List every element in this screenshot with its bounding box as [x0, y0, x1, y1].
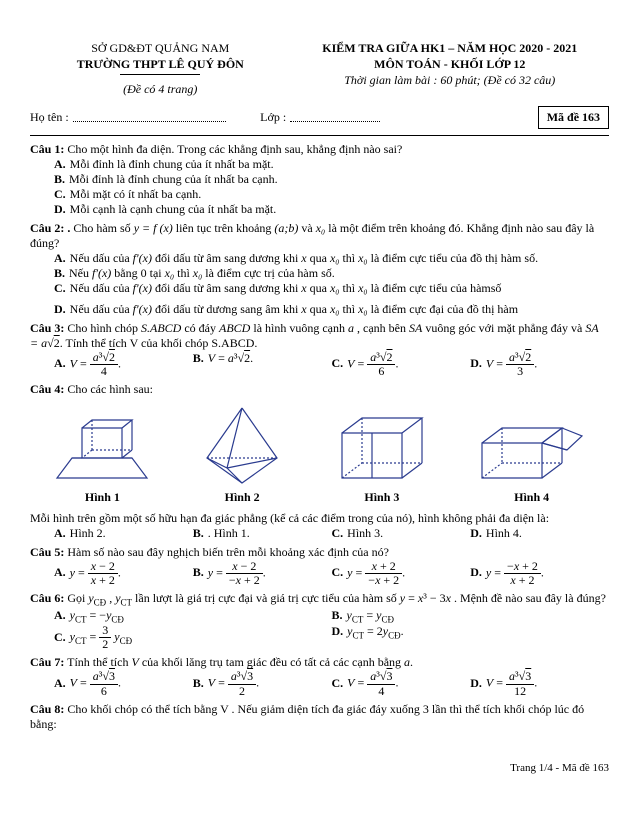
- q2-label: Câu 2: .: [30, 221, 70, 235]
- q1-label: Câu 1:: [30, 142, 64, 156]
- q7-b: B.V = a³√32.: [193, 670, 332, 697]
- q6-text: Gọi yCĐ , yCT lần lượt là giá trị cực đạ…: [67, 591, 606, 605]
- doc-header: SỞ GD&ĐT QUẢNG NAM TRƯỜNG THPT LÊ QUÝ ĐÔ…: [30, 40, 609, 98]
- q5-opts: A.y = x − 2x + 2. B.y = x − 2−x + 2. C.y…: [54, 560, 609, 587]
- q3-label: Câu 3:: [30, 321, 64, 335]
- q7-opts: A.V = a³√36. B.V = a³√32. C.V = a³√34. D…: [54, 670, 609, 697]
- q6-a: A.yCT = −yCĐ: [54, 608, 332, 624]
- fig1: Hình 1: [47, 408, 157, 505]
- q4: Câu 4: Cho các hình sau: Hình 1: [30, 382, 609, 541]
- q3-text1: Cho hình chóp S.ABCD có đáy ABCD là hình…: [30, 321, 598, 350]
- fig4: Hình 4: [472, 408, 592, 505]
- q1-b: Mỗi đỉnh là đỉnh chung của ít nhất ba cạ…: [69, 172, 278, 186]
- q3-a: A.V = a³√24.: [54, 351, 193, 378]
- name-row: Họ tên : Lớp : Mã đề 163: [30, 106, 609, 129]
- q1-text: Cho một hình đa diện. Trong các khẳng đị…: [67, 142, 402, 156]
- q4-d: D.Hình 4.: [470, 526, 609, 541]
- q5-c: C.y = x + 2−x + 2.: [332, 560, 471, 587]
- q5-b: B.y = x − 2−x + 2.: [193, 560, 332, 587]
- q1-c: Mỗi mặt có ít nhất ba cạnh.: [70, 187, 202, 201]
- q5-text: Hàm số nào sau đây nghịch biến trên mỗi …: [67, 545, 389, 559]
- time-line: Thời gian làm bài : 60 phút; (Đề có 32 c…: [291, 72, 609, 88]
- q1-opts: A.Mỗi đỉnh là đỉnh chung của ít nhất ba …: [54, 157, 609, 217]
- q5: Câu 5: Hàm số nào sau đây nghịch biến tr…: [30, 545, 609, 587]
- q2-b: Nếu f′(x) bằng 0 tại x₀ thì x₀ là điểm c…: [69, 266, 335, 280]
- fig1-cap: Hình 1: [47, 490, 157, 505]
- q7-label: Câu 7:: [30, 655, 64, 669]
- q3-b: B.V = a³√2.: [193, 351, 332, 378]
- q6-c: C.yCT = 32 yCĐ: [54, 624, 332, 651]
- class-dots: [290, 112, 380, 122]
- q4-opts: A.Hình 2. B.. Hình 1. C.Hình 3. D.Hình 4…: [54, 526, 609, 541]
- q6: Câu 6: Gọi yCĐ , yCT lần lượt là giá trị…: [30, 591, 609, 651]
- separator: [30, 135, 609, 136]
- q6-b: B.yCT = yCĐ: [332, 608, 610, 624]
- title-line2: MÔN TOÁN - KHỐI LỚP 12: [291, 56, 609, 72]
- q4-figs: Hình 1 Hình 2 Hình 3: [30, 403, 609, 505]
- q4-c: C.Hình 3.: [332, 526, 471, 541]
- q4-label: Câu 4:: [30, 382, 64, 396]
- q4-text: Cho các hình sau:: [67, 382, 153, 396]
- q4-b: B.. Hình 1.: [193, 526, 332, 541]
- q5-d: D.y = −x + 2x + 2.: [470, 560, 609, 587]
- q3: Câu 3: Cho hình chóp S.ABCD có đáy ABCD …: [30, 321, 609, 378]
- q2: Câu 2: . Cho hàm số y = f (x) liên tục t…: [30, 221, 609, 317]
- q7-a: A.V = a³√36.: [54, 670, 193, 697]
- q7-c: C.V = a³√34.: [332, 670, 471, 697]
- exam-code: Mã đề 163: [538, 106, 609, 129]
- q3-c: C.V = a³√26.: [332, 351, 471, 378]
- q7-text: Tính thể tích V của khối lăng trụ tam gi…: [67, 655, 413, 669]
- fig1-svg: [47, 408, 157, 488]
- q1: Câu 1: Cho một hình đa diện. Trong các k…: [30, 142, 609, 217]
- fig3: Hình 3: [327, 408, 437, 505]
- class-label: Lớp :: [260, 110, 286, 125]
- org-line1: SỞ GD&ĐT QUẢNG NAM: [30, 40, 291, 56]
- q2-opts: A.Nếu dấu của f′(x) đổi dấu từ âm sang d…: [54, 251, 609, 296]
- name-label: Họ tên :: [30, 110, 69, 125]
- fig2-cap: Hình 2: [192, 490, 292, 505]
- note-pages: (Đề có 4 trang): [30, 81, 291, 97]
- q2-c: Nếu dấu của f′(x) đổi dấu từ âm sang dươ…: [70, 281, 502, 295]
- q3-opts: A.V = a³√24. B.V = a³√2. C.V = a³√26. D.…: [54, 351, 609, 378]
- header-left: SỞ GD&ĐT QUẢNG NAM TRƯỜNG THPT LÊ QUÝ ĐÔ…: [30, 40, 291, 98]
- fig3-cap: Hình 3: [327, 490, 437, 505]
- q6-opts1: A.yCT = −yCĐ B.yCT = yCĐ: [54, 608, 609, 624]
- title-line1: KIỂM TRA GIỮA HK1 – NĂM HỌC 2020 - 2021: [291, 40, 609, 56]
- q5-label: Câu 5:: [30, 545, 64, 559]
- q4-text2: Mỗi hình trên gồm một số hữu hạn đa giác…: [30, 511, 609, 526]
- q7-d: D.V = a³√312.: [470, 670, 609, 697]
- q5-a: A.y = x − 2x + 2.: [54, 560, 193, 587]
- fig4-cap: Hình 4: [472, 490, 592, 505]
- header-right: KIỂM TRA GIỮA HK1 – NĂM HỌC 2020 - 2021 …: [291, 40, 609, 98]
- q1-a: Mỗi đỉnh là đỉnh chung của ít nhất ba mặ…: [70, 157, 274, 171]
- q7: Câu 7: Tính thể tích V của khối lăng trụ…: [30, 655, 609, 697]
- page-footer: Trang 1/4 - Mã đề 163: [30, 762, 609, 774]
- fig2: Hình 2: [192, 403, 292, 505]
- q4-a: A.Hình 2.: [54, 526, 193, 541]
- q3-d: D.V = a³√23.: [470, 351, 609, 378]
- fig2-svg: [192, 403, 292, 488]
- fig4-svg: [472, 408, 592, 488]
- q6-opts2: C.yCT = 32 yCĐ D.yCT = 2yCĐ.: [54, 624, 609, 651]
- q8-text: Cho khối chóp có thể tích bằng V . Nếu g…: [30, 702, 584, 731]
- q2-a: Nếu dấu của f′(x) đổi dấu từ âm sang dươ…: [70, 251, 538, 265]
- org-line2: TRƯỜNG THPT LÊ QUÝ ĐÔN: [30, 56, 291, 72]
- q2-d: Nếu dấu của f′(x) đổi dấu từ dương sang …: [70, 302, 518, 316]
- q8-label: Câu 8:: [30, 702, 64, 716]
- name-dots: [73, 112, 227, 122]
- q8: Câu 8: Cho khối chóp có thể tích bằng V …: [30, 702, 609, 732]
- fig3-svg: [327, 408, 437, 488]
- q1-d: Mỗi cạnh là cạnh chung của ít nhất ba mặ…: [70, 202, 277, 216]
- hr-short-left: [120, 74, 200, 75]
- q6-label: Câu 6:: [30, 591, 64, 605]
- q6-d: D.yCT = 2yCĐ.: [332, 624, 610, 651]
